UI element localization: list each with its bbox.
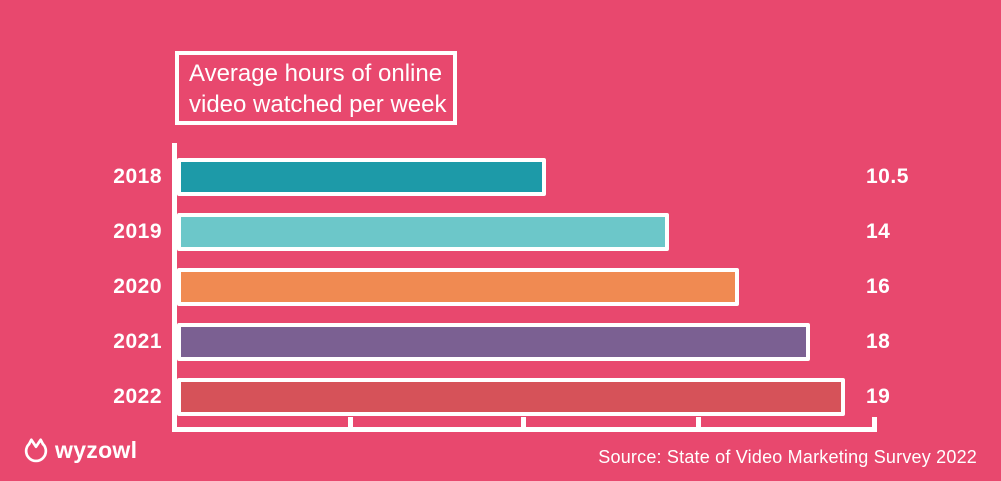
wyzowl-logo-text: wyzowl	[55, 437, 138, 463]
bar-row-2022: 2022 19	[0, 378, 1001, 416]
bar-2020	[177, 268, 740, 306]
source-attribution: Source: State of Video Marketing Survey …	[598, 447, 977, 467]
value-label-2021: 18	[866, 330, 891, 353]
chart-title-line-2: video watched per week	[189, 91, 447, 118]
bar-track	[177, 378, 880, 416]
x-axis-tick-5	[348, 417, 353, 432]
bar-track	[177, 268, 880, 306]
year-label-2018: 2018	[113, 165, 162, 188]
value-label-2022: 19	[866, 385, 891, 408]
bar-track	[177, 213, 880, 251]
bar-row-2019: 2019 14	[0, 213, 1001, 251]
x-axis-tick-15	[696, 417, 701, 432]
chart-title-box: Average hours of online video watched pe…	[175, 51, 457, 125]
value-label-2018: 10.5	[866, 165, 909, 188]
wyzowl-mark-icon	[22, 436, 50, 464]
year-label-2020: 2020	[113, 275, 162, 298]
wyzowl-logo: wyzowl	[22, 436, 137, 464]
year-label-2022: 2022	[113, 385, 162, 408]
x-axis-tick-10	[521, 417, 526, 432]
chart-title-line-1: Average hours of online	[189, 60, 443, 87]
year-label-2021: 2021	[113, 330, 162, 353]
bar-row-2021: 2021 18	[0, 323, 1001, 361]
bar-2019	[177, 213, 670, 251]
bar-row-2020: 2020 16	[0, 268, 1001, 306]
year-label-2019: 2019	[113, 220, 162, 243]
bar-track	[177, 323, 880, 361]
bar-2022	[177, 378, 845, 416]
value-label-2019: 14	[866, 220, 891, 243]
bar-2021	[177, 323, 810, 361]
value-label-2020: 16	[866, 275, 891, 298]
y-axis-line	[172, 143, 177, 432]
bar-row-2018: 2018 10.5	[0, 158, 1001, 196]
bar-track	[177, 158, 880, 196]
x-axis-tick-20	[872, 417, 877, 432]
bar-2018	[177, 158, 547, 196]
